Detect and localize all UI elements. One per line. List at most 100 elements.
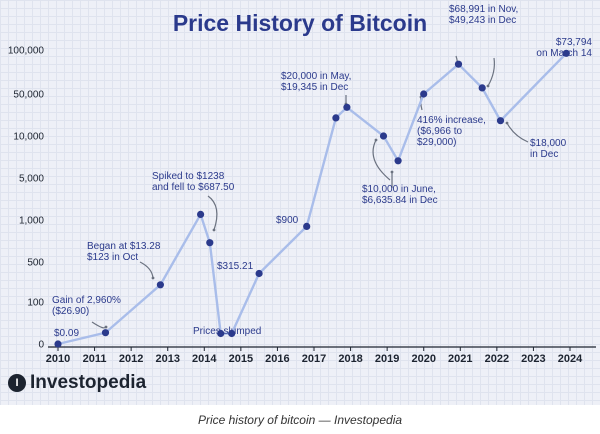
annotation-pointer bbox=[139, 261, 154, 279]
x-tick-label: 2012 bbox=[119, 353, 143, 365]
data-point bbox=[156, 281, 164, 289]
data-point bbox=[478, 84, 486, 92]
y-tick-label: 5,000 bbox=[19, 174, 44, 185]
annotation-label: Gain of 2,960% ($26.90) bbox=[52, 295, 121, 317]
y-tick-label: 100 bbox=[27, 298, 44, 309]
data-point bbox=[562, 49, 570, 57]
x-tick-label: 2016 bbox=[265, 353, 289, 365]
annotation-label: $900 bbox=[276, 215, 299, 226]
y-tick-label: 1,000 bbox=[19, 216, 44, 227]
annotation-label: Began at $13.28 $123 in Oct bbox=[87, 241, 161, 263]
annotation-label: $315.21 bbox=[217, 261, 254, 272]
data-point bbox=[303, 222, 311, 230]
annotation-line: $6,635.84 in Dec bbox=[362, 195, 438, 206]
data-point bbox=[420, 90, 428, 98]
x-tick-label: 2010 bbox=[46, 353, 70, 365]
annotation-label: $20,000 in May, $19,345 in Dec bbox=[281, 71, 351, 93]
x-tick-label: 2022 bbox=[485, 353, 509, 365]
y-tick-label: 100,000 bbox=[8, 46, 45, 57]
annotation-pointer bbox=[487, 57, 495, 87]
annotation-label: $73,794 on March 14 bbox=[536, 37, 592, 59]
annotation-line: $18,000 bbox=[530, 138, 567, 149]
annotation-line: ($6,966 to bbox=[417, 126, 462, 137]
y-tick-label: 0 bbox=[38, 340, 44, 351]
annotation-line: $900 bbox=[276, 215, 299, 226]
x-tick-label: 2014 bbox=[192, 353, 217, 365]
y-tick-label: 500 bbox=[27, 258, 44, 269]
annotations: $0.09 Gain of 2,960% ($26.90) Began at $13.… bbox=[52, 4, 592, 339]
x-tick-label: 2020 bbox=[411, 353, 435, 365]
y-tick-label: 50,000 bbox=[13, 90, 44, 101]
x-tick-label: 2013 bbox=[155, 353, 179, 365]
annotation-pointer-head bbox=[374, 138, 378, 142]
chart-title: Price History of Bitcoin bbox=[172, 10, 428, 36]
x-tick-label: 2017 bbox=[302, 353, 326, 365]
annotation-pointer-head bbox=[486, 84, 490, 88]
annotation-label: $68,991 in Nov, $49,243 in Dec bbox=[449, 4, 518, 26]
annotation-label: $18,000 in Dec bbox=[530, 138, 567, 160]
annotation-line: $29,000) bbox=[417, 137, 456, 148]
annotation-line: $10,000 in June, bbox=[362, 184, 436, 195]
series-line bbox=[57, 52, 568, 346]
data-point bbox=[454, 60, 463, 68]
annotation-label: Spiked to $1238 and fell to $687.50 bbox=[152, 171, 235, 193]
figure-caption: Price history of bitcoin — Investopedia bbox=[197, 413, 403, 427]
annotation-line: $315.21 bbox=[217, 261, 254, 272]
annotation-label: $0.09 bbox=[54, 328, 79, 339]
annotation-pointer bbox=[506, 122, 529, 143]
axes: 0 100 500 1,000 5,000 10,000 50,000 100,000 2010… bbox=[8, 46, 596, 365]
data-point bbox=[379, 132, 388, 140]
data-point bbox=[343, 103, 351, 111]
x-tick-label: 2011 bbox=[83, 353, 107, 365]
annotation-pointer bbox=[91, 321, 107, 329]
annotation-line: Spiked to $1238 bbox=[152, 171, 225, 182]
annotation-line: Prices slumped bbox=[193, 326, 261, 337]
annotation-pointer-head bbox=[151, 276, 155, 280]
annotation-line: in Dec bbox=[530, 149, 558, 160]
annotation-pointer bbox=[372, 139, 391, 181]
data-point bbox=[197, 210, 205, 218]
x-tick-label: 2024 bbox=[558, 353, 583, 365]
annotation-line: $49,243 in Dec bbox=[449, 15, 516, 26]
data-points bbox=[54, 49, 570, 348]
x-tick-label: 2021 bbox=[448, 353, 472, 365]
annotation-line: $123 in Oct bbox=[87, 252, 138, 263]
data-point bbox=[496, 117, 505, 125]
annotation-line: $19,345 in Dec bbox=[281, 82, 348, 93]
annotation-pointer-head bbox=[505, 121, 509, 125]
annotation-pointer bbox=[207, 195, 218, 231]
x-tick-label: 2018 bbox=[338, 353, 362, 365]
annotation-line: $20,000 in May, bbox=[281, 71, 351, 82]
annotation-line: $0.09 bbox=[54, 328, 79, 339]
annotation-line: ($26.90) bbox=[52, 306, 89, 317]
annotation-label: 416% increase, ($6,966 to $29,000) bbox=[417, 115, 486, 148]
price-chart: 0 100 500 1,000 5,000 10,000 50,000 100,000 2010… bbox=[8, 4, 596, 365]
investopedia-logo-icon: I bbox=[8, 374, 26, 392]
annotation-pointer-head bbox=[390, 170, 394, 174]
annotation-line: $73,794 bbox=[556, 37, 593, 48]
data-point bbox=[54, 340, 62, 348]
annotation-line: and fell to $687.50 bbox=[152, 182, 235, 193]
data-point bbox=[255, 269, 263, 278]
y-tick-label: 10,000 bbox=[13, 132, 44, 143]
annotation-line: on March 14 bbox=[536, 48, 592, 59]
annotation-label: Prices slumped bbox=[193, 326, 261, 337]
annotation-line: 416% increase, bbox=[417, 115, 486, 126]
data-point bbox=[206, 239, 214, 247]
data-point bbox=[394, 157, 402, 165]
data-point bbox=[332, 114, 340, 122]
annotation-label: $10,000 in June, $6,635.84 in Dec bbox=[362, 184, 438, 206]
annotation-pointer-head bbox=[212, 228, 216, 232]
data-point bbox=[217, 329, 225, 338]
annotation-line: $68,991 in Nov, bbox=[449, 4, 518, 15]
x-tick-label: 2015 bbox=[229, 353, 253, 365]
annotation-line: Began at $13.28 bbox=[87, 241, 161, 252]
annotation-pointer-head bbox=[104, 325, 108, 329]
chart-panel: Price History of Bitcoin 0 100 500 1,000 5,0… bbox=[0, 0, 600, 405]
annotation-line: Gain of 2,960% bbox=[52, 295, 121, 306]
brand-name: Investopedia bbox=[30, 372, 147, 393]
data-point bbox=[228, 329, 236, 338]
x-tick-label: 2019 bbox=[375, 353, 399, 365]
brand-logo: I Investopedia bbox=[8, 372, 146, 394]
series-line-layer bbox=[57, 52, 568, 346]
